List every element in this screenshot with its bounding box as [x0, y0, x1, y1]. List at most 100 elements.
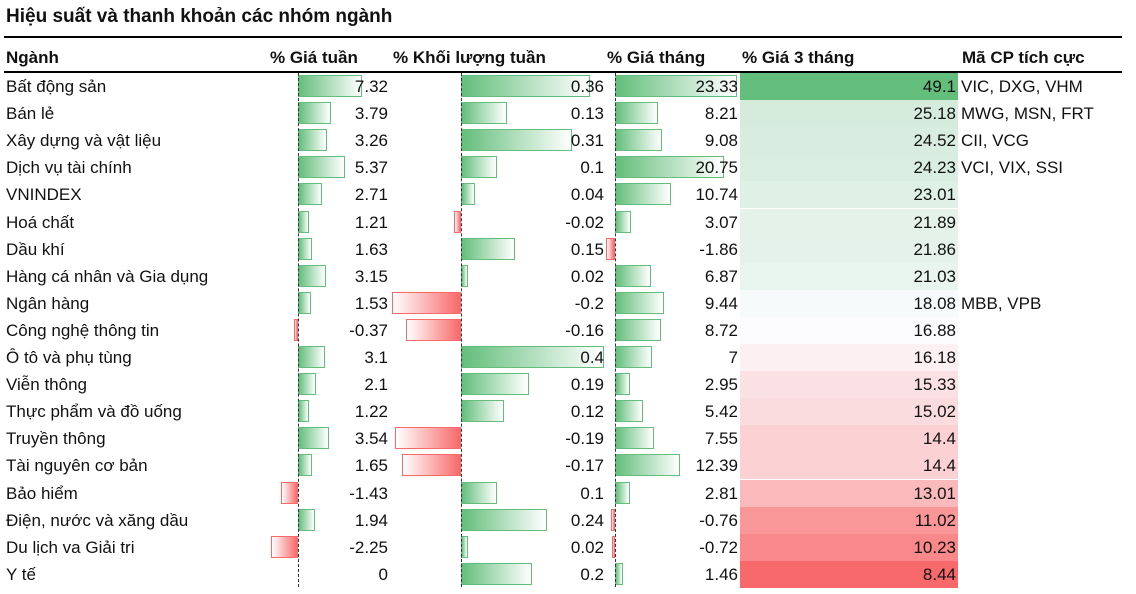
table-row: Viễn thông 2.1 0.19 2.95 15.33	[0, 371, 1136, 399]
data-bar	[293, 318, 298, 341]
heatmap-cell: 24.23	[740, 154, 958, 182]
heatmap-cell: 49.1	[740, 73, 958, 100]
header-sector: Ngành	[6, 48, 59, 67]
table-row: Dịch vụ tài chính 5.37 0.1 20.75 24.23 VCI, V…	[0, 154, 1136, 182]
value-cell: 1.63	[354, 239, 388, 259]
table-row: Bất động sản 7.32 0.36 23.33 49.1 VIC, DXG, V…	[0, 73, 1136, 100]
table-row: Du lịch va Giải tri -2.25 0.02 -0.72 10.23	[0, 533, 1136, 561]
table-row: Hàng cá nhân và Gia dụng 3.15 0.02 6.87 21.0…	[0, 262, 1136, 290]
value-cell: 0.2	[580, 564, 604, 584]
value-cell: 3.07	[704, 212, 738, 232]
sector-name: Thực phẩm và đồ uống	[6, 402, 182, 422]
value-cell: -0.76	[699, 510, 738, 530]
sector-name: Xây dựng và vật liệu	[6, 131, 162, 151]
value-cell: 1.21	[354, 212, 388, 232]
heatmap-cell: 25.18	[740, 100, 958, 128]
value-cell: 0.02	[570, 266, 604, 286]
positive-stocks: MWG, MSN, FRT	[961, 104, 1094, 124]
sector-name: Hoá chất	[6, 212, 75, 232]
value-cell: 8.21	[704, 104, 738, 124]
value-cell: 0.19	[570, 375, 604, 395]
sector-name: Bán lẻ	[6, 104, 55, 124]
table-row: Dầu khí 1.63 0.15 -1.86 21.86	[0, 235, 1136, 263]
heatmap-cell: 21.86	[740, 235, 958, 263]
value-cell: 8.72	[704, 320, 738, 340]
header-week-price: % Giá tuần	[270, 48, 358, 67]
heatmap-cell: 24.52	[740, 127, 958, 155]
table-row: Truyền thông 3.54 -0.19 7.55 14.4	[0, 425, 1136, 453]
value-cell: 0.04	[570, 185, 604, 205]
data-bar	[395, 427, 461, 450]
value-cell: 9.44	[704, 293, 738, 313]
table-row: Điện, nước và xăng dầu 1.94 0.24 -0.76 11.02	[0, 506, 1136, 534]
value-cell: 0.1	[580, 158, 604, 178]
heatmap-cell: 14.4	[740, 452, 958, 480]
title-rule	[4, 36, 1122, 38]
value-cell: 3.26	[354, 131, 388, 151]
value-cell: 5.42	[704, 402, 738, 422]
heatmap-cell: 15.02	[740, 398, 958, 426]
value-cell: 9.08	[704, 131, 738, 151]
heatmap-cell: 11.02	[740, 506, 958, 534]
bar-axis-2	[615, 73, 616, 587]
value-cell: 3.15	[354, 266, 388, 286]
value-cell: 0.31	[570, 131, 604, 151]
data-bar	[405, 318, 461, 341]
table-row: Xây dựng và vật liệu 3.26 0.31 9.08 24.52 CII…	[0, 127, 1136, 155]
header-rule	[4, 71, 1122, 73]
data-bar	[392, 291, 461, 314]
sector-name: Du lịch va Giải tri	[6, 537, 135, 557]
sector-name: Dầu khí	[6, 239, 65, 259]
value-cell: 2.95	[704, 375, 738, 395]
value-cell: -0.17	[565, 456, 604, 476]
sector-name: VNINDEX	[6, 185, 82, 205]
value-cell: -0.02	[565, 212, 604, 232]
table-row: Ngân hàng 1.53 -0.2 9.44 18.08 MBB, VPB	[0, 289, 1136, 317]
sector-name: Viễn thông	[6, 375, 87, 395]
sector-name: Dịch vụ tài chính	[6, 158, 132, 178]
value-cell: 0.13	[570, 104, 604, 124]
value-cell: 12.39	[695, 456, 738, 476]
heatmap-cell: 15.33	[740, 371, 958, 399]
table-title: Hiệu suất và thanh khoản các nhóm ngành	[6, 6, 393, 27]
sector-name: Bảo hiểm	[6, 483, 78, 503]
value-cell: 3.1	[364, 348, 388, 367]
value-cell: 0.24	[570, 510, 604, 530]
heatmap-cell: 16.88	[740, 316, 958, 344]
sector-name: Bất động sản	[6, 77, 107, 96]
heatmap-cell: 23.01	[740, 181, 958, 209]
bar-axis-1	[461, 73, 462, 587]
data-bar	[402, 454, 461, 477]
value-cell: 3.79	[354, 104, 388, 124]
sector-name: Y tế	[6, 564, 36, 584]
value-cell: 0.02	[570, 537, 604, 557]
heatmap-cell: 21.89	[740, 208, 958, 236]
sector-name: Tài nguyên cơ bản	[6, 456, 148, 476]
value-cell: 0.4	[580, 348, 604, 367]
value-cell: 7.32	[354, 77, 388, 96]
table-row: Bảo hiểm -1.43 0.1 2.81 13.01	[0, 479, 1136, 507]
heatmap-cell: 10.23	[740, 533, 958, 561]
data-bar	[454, 210, 461, 233]
value-cell: 6.87	[704, 266, 738, 286]
value-cell: -0.16	[565, 320, 604, 340]
value-cell: 5.37	[354, 158, 388, 178]
value-cell: 1.94	[354, 510, 388, 530]
sector-name: Truyền thông	[6, 429, 106, 449]
positive-stocks: CII, VCG	[961, 131, 1030, 151]
table-row: Tài nguyên cơ bản 1.65 -0.17 12.39 14.4	[0, 452, 1136, 480]
bar-axis-0	[298, 73, 299, 587]
sector-name: Điện, nước và xăng dầu	[6, 510, 189, 530]
value-cell: 23.33	[695, 77, 738, 96]
sector-name: Hàng cá nhân và Gia dụng	[6, 266, 209, 286]
table-row: Y tế 0 0.2 1.46 8.44	[0, 560, 1136, 588]
header-month-price: % Giá tháng	[607, 48, 706, 67]
value-cell: -0.72	[699, 537, 738, 557]
sector-name: Ô tô và phụ tùng	[6, 348, 132, 367]
heatmap-cell: 21.03	[740, 262, 958, 290]
value-cell: 2.71	[354, 185, 388, 205]
value-cell: 0.1	[580, 483, 604, 503]
header-week-volume: % Khối lượng tuần	[393, 48, 546, 67]
value-cell: 1.22	[354, 402, 388, 422]
